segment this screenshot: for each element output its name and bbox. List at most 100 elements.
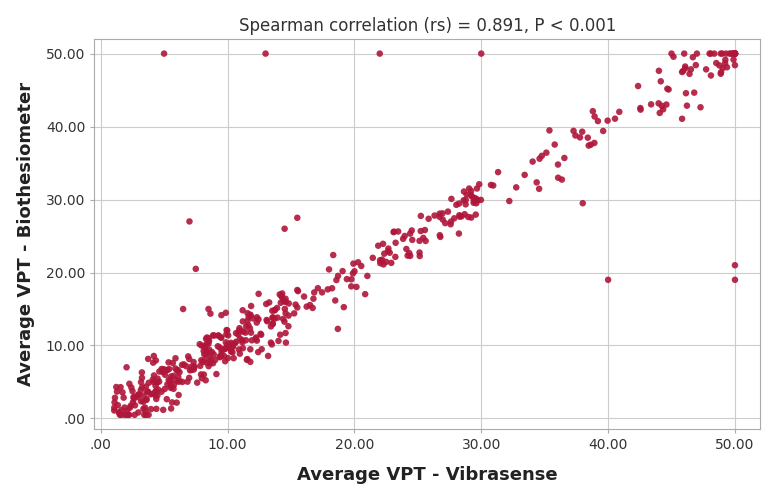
Point [389, 253, 402, 261]
Point [193, 340, 206, 348]
Point [274, 299, 287, 307]
Point [127, 398, 139, 406]
Point [214, 353, 226, 361]
Point [148, 371, 160, 379]
Point [168, 381, 180, 389]
Point [142, 411, 155, 419]
Point [232, 331, 245, 339]
Point [244, 311, 256, 319]
Point [485, 181, 497, 189]
Point [322, 266, 335, 274]
Point [453, 199, 465, 207]
Title: Spearman correlation (rs) = 0.891, P < 0.001: Spearman correlation (rs) = 0.891, P < 0… [239, 17, 616, 35]
Point [200, 359, 213, 367]
Point [468, 197, 480, 205]
Point [388, 227, 400, 235]
Point [252, 348, 264, 356]
Point [246, 314, 259, 322]
Point [279, 295, 291, 303]
Point [278, 318, 291, 326]
Point [275, 292, 287, 300]
Point [215, 311, 228, 319]
Point [184, 366, 197, 374]
Point [471, 184, 483, 192]
Point [153, 378, 166, 386]
Point [434, 231, 446, 239]
Point [535, 152, 548, 160]
Point [118, 403, 131, 411]
Point [444, 217, 457, 225]
Point [543, 126, 556, 134]
Point [487, 181, 500, 189]
Point [139, 407, 152, 415]
Point [384, 248, 396, 257]
Point [710, 59, 723, 67]
Point [215, 334, 228, 342]
Point [169, 364, 182, 372]
Point [278, 297, 291, 305]
Point [312, 284, 324, 292]
Point [128, 411, 141, 419]
Point [361, 272, 374, 280]
Point [402, 252, 414, 260]
Point [695, 103, 707, 111]
Point [413, 237, 426, 245]
Point [225, 339, 237, 347]
Point [165, 373, 177, 381]
Point [444, 220, 457, 228]
Point [190, 265, 202, 273]
Point [215, 351, 228, 359]
Point [221, 341, 234, 349]
Point [570, 131, 582, 139]
Point [191, 379, 204, 387]
Point [108, 406, 120, 414]
Point [255, 331, 267, 339]
Point [404, 252, 416, 260]
Point [336, 267, 349, 275]
Point [389, 239, 402, 247]
Point [455, 212, 468, 220]
Point [267, 314, 279, 322]
Y-axis label: Average VPT - Biothesiometer: Average VPT - Biothesiometer [16, 82, 35, 386]
Point [157, 368, 169, 376]
Point [280, 329, 292, 337]
Point [282, 312, 294, 320]
Point [261, 317, 274, 325]
Point [417, 234, 430, 242]
X-axis label: Average VPT - Vibrasense: Average VPT - Vibrasense [297, 466, 558, 484]
Point [345, 276, 357, 284]
Point [198, 343, 211, 351]
Point [385, 259, 398, 267]
Point [199, 345, 211, 353]
Point [372, 241, 385, 249]
Point [176, 361, 188, 369]
Point [301, 303, 313, 311]
Point [634, 104, 646, 112]
Point [469, 210, 482, 218]
Point [251, 313, 263, 321]
Point [588, 139, 601, 147]
Point [406, 226, 418, 234]
Point [588, 113, 601, 121]
Point [352, 259, 364, 267]
Point [503, 197, 515, 205]
Point [152, 385, 164, 393]
Point [437, 215, 449, 223]
Point [388, 228, 400, 236]
Point [227, 343, 239, 351]
Point [583, 142, 595, 150]
Point [378, 261, 390, 269]
Point [470, 199, 483, 207]
Point [113, 409, 126, 417]
Point [472, 196, 484, 204]
Point [159, 385, 171, 393]
Point [703, 50, 716, 58]
Point [729, 50, 741, 58]
Point [414, 227, 427, 235]
Point [272, 337, 284, 345]
Point [345, 283, 357, 291]
Point [720, 50, 732, 58]
Point [159, 371, 171, 379]
Point [679, 63, 692, 71]
Point [715, 50, 727, 58]
